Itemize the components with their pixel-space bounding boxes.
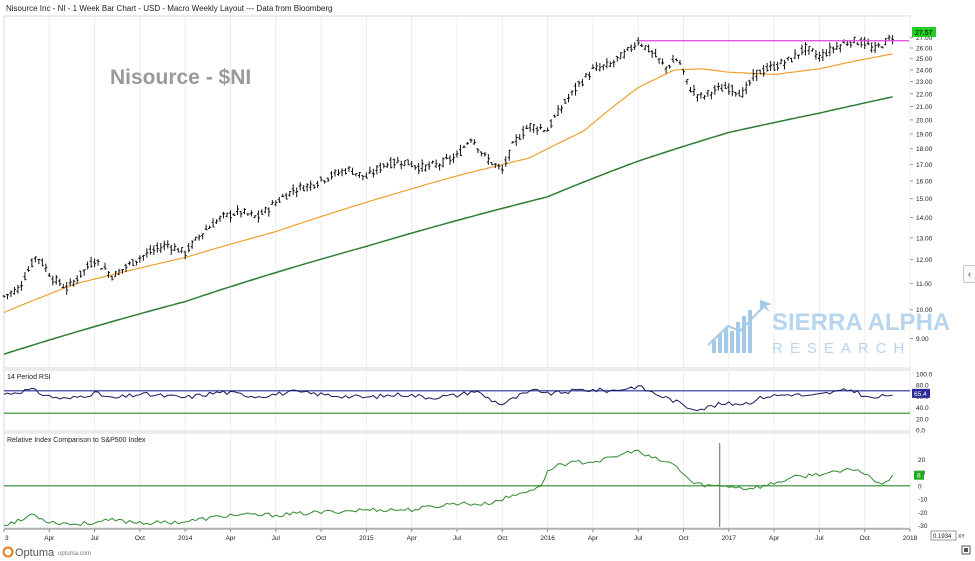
x-tick-label: 2015: [359, 535, 374, 542]
optuma-brand: Optuma: [15, 547, 55, 559]
price-tick-label: 11.00: [916, 281, 932, 288]
price-tick-label: 9.00: [916, 336, 929, 343]
x-tick-label: Apr: [769, 535, 780, 542]
price-tick-label: 15.00: [916, 196, 933, 203]
relative-tick-label: -30: [918, 523, 928, 530]
x-tick-label: Jul: [453, 535, 462, 542]
rsi-last-label: 65.4: [912, 388, 930, 398]
rsi-tick-label: 100.0: [916, 372, 933, 379]
x-tick-label: Oct: [497, 535, 507, 542]
ma-long-path: [3, 96, 893, 355]
price-bars: [2, 34, 895, 300]
rsi-line: [3, 385, 893, 412]
relative-tick-label: 20: [918, 457, 926, 464]
x-tick-label: 3: [5, 535, 9, 542]
rsi-last-box: [912, 388, 930, 398]
x-tick-label: Oct: [860, 535, 870, 542]
moving-average-short: [3, 53, 893, 313]
moving-average-long: [3, 96, 893, 355]
rsi-tick-label: 40.0: [916, 405, 929, 412]
price-tick-label: 19.00: [916, 131, 933, 138]
relative-path: [3, 449, 894, 527]
price-tick-label: 10.00: [916, 307, 933, 314]
logo-line1: SIERRA ALPHA: [772, 309, 950, 336]
x-tick-label: 2017: [722, 535, 737, 542]
side-panel-toggle[interactable]: ‹: [963, 265, 975, 283]
chart-title: Nisource - $NI: [110, 66, 251, 89]
optuma-site: optuma.com: [58, 551, 91, 557]
xy-toggle[interactable]: XY: [958, 534, 965, 540]
rsi-panel-title: 14 Period RSI: [7, 374, 51, 381]
x-tick-label: 2016: [540, 535, 555, 542]
x-tick-label: Jul: [815, 535, 824, 542]
logo-line2: RESEARCH: [772, 340, 911, 357]
price-tick-label: 23.00: [916, 79, 933, 86]
x-tick-label: Jul: [90, 535, 99, 542]
price-tick-label: 22.00: [916, 91, 933, 98]
price-tick-label: 18.00: [916, 146, 933, 153]
optuma-icon: [2, 546, 14, 558]
ma-short-path: [3, 53, 893, 313]
price-tick-label: 13.00: [916, 235, 933, 242]
x-tick-label: Jul: [634, 535, 643, 542]
x-tick-label: Apr: [588, 535, 599, 542]
price-tick-label: 25.00: [916, 56, 933, 63]
price-tick-label: 12.00: [916, 257, 933, 264]
relative-tick-label: -10: [918, 497, 928, 504]
relative-last-label: 8: [914, 470, 924, 480]
price-tick-label: 26.00: [916, 46, 933, 53]
x-tick-label: Oct: [135, 535, 145, 542]
relative-panel-title: Relative Index Comparison to S&P500 Inde…: [7, 437, 146, 444]
last-price-label: 27.57: [912, 26, 936, 37]
optuma-logo: Optuma optuma.com: [2, 546, 91, 559]
x-tick-label: 2018: [903, 535, 918, 542]
rsi-last-value: 65.4: [914, 391, 927, 398]
x-tick-label: Oct: [678, 535, 688, 542]
vertical-gridlines: [48, 16, 911, 528]
last-price-value: 27.57: [915, 30, 933, 37]
relative-last-box: [914, 470, 924, 480]
scale-input[interactable]: [930, 530, 957, 541]
x-tick-label: Apr: [407, 535, 418, 542]
x-tick-label: Oct: [316, 535, 326, 542]
x-tick-label: Apr: [44, 535, 55, 542]
rsi-tick-label: 20.0: [916, 416, 929, 423]
relative-last-value: 8: [917, 473, 921, 480]
relative-line: [3, 443, 894, 527]
price-tick-label: 27.00: [916, 35, 933, 42]
price-tick-label: 14.00: [916, 215, 933, 222]
maximize-icon-inner: [964, 548, 968, 552]
price-tick-label: 16.00: [916, 178, 933, 185]
sierra-alpha-logo: SIERRA ALPHA RESEARCH: [707, 300, 950, 357]
x-tick-label: 2014: [178, 535, 193, 542]
rsi-tick-label: 80.0: [916, 383, 929, 390]
rsi-reference-lines: [4, 390, 910, 414]
price-axis: 9.00 10.00 11.00 12.00 13.00 14.00 15.00 16.00 1…: [910, 35, 933, 343]
rsi-path: [3, 385, 893, 412]
price-tick-label: 24.00: [916, 67, 933, 74]
chart-caption: Nisource Inc - NI - 1 Week Bar Chart - U…: [6, 4, 332, 13]
x-axis: 3 Apr Jul Oct 2014 Apr Jul Oct 2015 Apr Jul Oct 2016…: [3, 529, 918, 542]
relative-axis: 20100-10-20-30: [918, 457, 928, 530]
price-tick-label: 17.00: [916, 162, 933, 169]
x-tick-label: Apr: [225, 535, 236, 542]
last-price-box: [912, 26, 936, 37]
relative-tick-label: -20: [918, 510, 928, 517]
rsi-tick-label: 0.0: [916, 428, 925, 435]
price-tick-label: 20.00: [916, 117, 933, 124]
relative-tick-label: 0: [918, 483, 922, 490]
scale-value: 0.1934: [933, 534, 952, 540]
price-tick-label: 21.00: [916, 104, 933, 111]
x-tick-label: Jul: [272, 535, 281, 542]
